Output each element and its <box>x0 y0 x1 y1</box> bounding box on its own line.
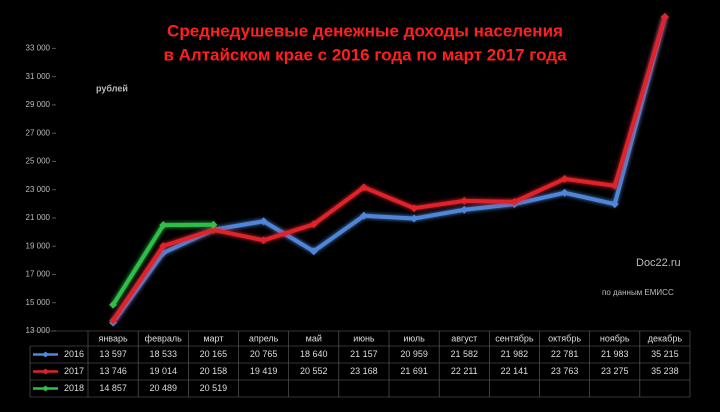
point <box>109 300 118 309</box>
y-tick-label: 17 000 <box>26 270 51 279</box>
point <box>159 242 168 251</box>
data-label: 19 014 <box>149 366 177 376</box>
chart-title: в Алтайском крае с 2016 года по март 201… <box>163 45 567 64</box>
point <box>209 220 218 229</box>
data-label: 23 275 <box>601 366 629 376</box>
point <box>510 197 519 206</box>
point <box>359 183 368 192</box>
point <box>610 181 619 190</box>
x-tick-label: апрель <box>249 333 279 343</box>
point <box>159 221 168 230</box>
data-label: 35 238 <box>651 366 679 376</box>
y-tick-label: 31 000 <box>26 72 51 81</box>
data-label: 20 552 <box>300 366 328 376</box>
x-tick-label: октябрь <box>548 333 581 343</box>
x-tick-label: сентябрь <box>495 333 534 343</box>
data-label: 13 746 <box>99 366 127 376</box>
y-tick-label: 29 000 <box>26 100 51 109</box>
data-label: 20 489 <box>149 383 177 393</box>
point <box>259 236 268 245</box>
data-label: 13 597 <box>99 349 127 359</box>
data-label: 20 519 <box>200 383 228 393</box>
point <box>309 247 318 256</box>
annotation: Doc22.ru <box>636 257 681 269</box>
data-label: 18 533 <box>149 349 177 359</box>
x-tick-label: январь <box>98 333 128 343</box>
data-label: 21 982 <box>501 349 529 359</box>
data-label: 18 640 <box>300 349 328 359</box>
data-label: 23 168 <box>350 366 378 376</box>
point <box>359 211 368 220</box>
y-axis-label: рублей <box>96 83 128 93</box>
y-tick-label: 21 000 <box>26 213 51 222</box>
y-tick-label: 33 000 <box>26 44 51 53</box>
legend-label: 2016 <box>64 349 84 359</box>
x-tick-label: август <box>451 333 477 343</box>
point <box>660 12 669 21</box>
x-tick-label: июль <box>403 333 425 343</box>
data-label: 14 857 <box>99 383 127 393</box>
x-tick-label: май <box>306 333 322 343</box>
x-tick-label: ноябрь <box>600 333 630 343</box>
data-label: 20 959 <box>400 349 428 359</box>
x-tick-label: июнь <box>353 333 375 343</box>
x-tick-label: декабрь <box>648 333 683 343</box>
point <box>209 225 218 234</box>
data-label: 21 983 <box>601 349 629 359</box>
point <box>109 316 118 325</box>
data-label: 21 157 <box>350 349 378 359</box>
y-tick-label: 19 000 <box>26 241 51 250</box>
chart-title: Среднедушевые денежные доходы населения <box>167 21 563 40</box>
data-label: 23 763 <box>551 366 579 376</box>
legend-label: 2017 <box>64 366 84 376</box>
data-label: 20 158 <box>200 366 228 376</box>
point <box>460 196 469 205</box>
point <box>610 200 619 209</box>
y-tick-label: 13 000 <box>26 326 51 335</box>
legend-label: 2018 <box>64 383 84 393</box>
data-label: 22 211 <box>451 366 478 376</box>
point <box>410 214 419 223</box>
line <box>111 16 667 322</box>
y-tick-label: 25 000 <box>26 157 51 166</box>
data-label: 21 582 <box>450 349 478 359</box>
data-label: 22 781 <box>551 349 579 359</box>
point <box>560 188 569 197</box>
data-label: 22 141 <box>501 366 529 376</box>
annotation: по данным ЕМИСС <box>602 288 674 297</box>
y-tick-label: 23 000 <box>26 185 51 194</box>
data-label: 19 419 <box>250 366 278 376</box>
legend-swatch <box>42 368 49 375</box>
point <box>460 205 469 214</box>
legend-swatch <box>42 351 49 358</box>
point <box>560 174 569 183</box>
data-label: 21 691 <box>400 366 428 376</box>
data-label: 20 765 <box>250 349 278 359</box>
x-tick-label: февраль <box>145 333 182 343</box>
y-tick-label: 27 000 <box>26 128 51 137</box>
data-label: 35 215 <box>651 349 679 359</box>
y-tick-label: 15 000 <box>26 298 51 307</box>
point <box>410 204 419 213</box>
point <box>309 220 318 229</box>
point <box>259 217 268 226</box>
legend-swatch <box>42 385 49 392</box>
x-tick-label: март <box>203 333 223 343</box>
data-label: 20 165 <box>200 349 228 359</box>
